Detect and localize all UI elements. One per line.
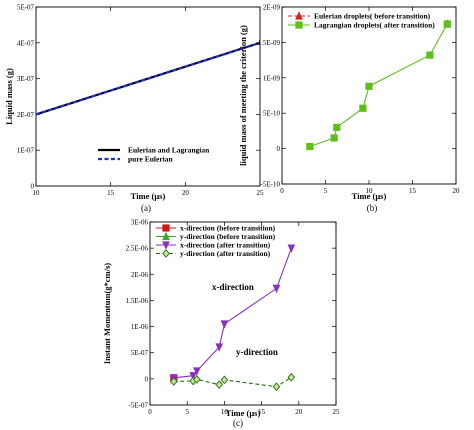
plot-frame xyxy=(35,6,261,187)
y-tick-label: -5E-10 xyxy=(261,181,281,189)
y-axis-label: Liquid mass (g) xyxy=(4,68,14,125)
annotation-0: x-direction xyxy=(212,282,254,292)
legend-marker-2 xyxy=(162,241,170,250)
legend-label-0: Eulerian and Lagrangian xyxy=(128,146,210,155)
data-point-series-2 xyxy=(287,244,296,253)
x-tick-label: 0 xyxy=(148,408,152,416)
y-tick-label: 5E-07 xyxy=(17,4,35,12)
panel-label: (b) xyxy=(367,203,378,213)
legend-label-1: pure Eulerian xyxy=(128,155,173,164)
x-tick-label: 20 xyxy=(182,189,190,197)
y-tick-label: 0 xyxy=(145,375,149,383)
annotation-1: y-direction xyxy=(236,347,278,357)
y-tick-label: 1.5E-06 xyxy=(126,297,149,305)
x-tick-label: 25 xyxy=(333,408,341,416)
data-point-series-3 xyxy=(193,374,201,384)
x-tick-label: 5 xyxy=(185,408,189,416)
x-tick-label: 15 xyxy=(107,189,115,197)
data-point-series-3 xyxy=(170,377,178,386)
chart-panel-c: 0 5 10 15 20 25-5E-0705E-071E-061.5E-062E-062… xyxy=(102,219,340,429)
y-tick-label: 0 xyxy=(31,183,35,191)
x-tick-label: 0 xyxy=(280,187,284,195)
x-tick-label: 20 xyxy=(453,187,461,195)
legend-label-0: Eulerian droplets( before transition) xyxy=(314,12,431,21)
data-point-series-1 xyxy=(330,134,338,142)
y-tick-label: 0 xyxy=(277,145,281,153)
x-tick-label: 10 xyxy=(366,187,374,195)
y-axis-label: Instant Momentum(g*cm/s) xyxy=(102,263,112,364)
x-tick-label: 5 xyxy=(324,187,328,195)
data-point-series-3 xyxy=(272,382,281,392)
legend-label-0: x-direction (before transition) xyxy=(180,224,276,233)
series-line-1 xyxy=(35,41,261,116)
data-point-series-1 xyxy=(426,51,434,59)
x-tick-label: 15 xyxy=(409,187,417,195)
x-tick-label: 15 xyxy=(258,408,266,416)
legend-marker-3 xyxy=(162,249,170,258)
data-point-series-3 xyxy=(220,375,229,385)
x-tick-label: 20 xyxy=(295,408,303,416)
legend-label-2: x-direction (after transition) xyxy=(180,241,271,250)
y-tick-label: 5E-10 xyxy=(263,110,281,118)
data-point-series-2 xyxy=(220,320,229,329)
data-point-series-1 xyxy=(306,142,314,151)
chart-panel-b: 0 5 10 15 20-5E-1005E-101E-091.5E-092E-09Tim… xyxy=(238,4,460,214)
data-point-series-2 xyxy=(189,372,197,381)
y-tick-label: 1E-07 xyxy=(17,147,35,155)
y-tick-label: 2E-09 xyxy=(263,4,281,12)
series-line-2 xyxy=(173,247,292,379)
y-tick-label: 2.5E-06 xyxy=(126,245,149,253)
panel-label: (c) xyxy=(233,418,243,428)
y-axis-label: liquid mass of meeting the criterion (g) xyxy=(238,25,248,166)
legend-label-1: Lagrangian droplets( after transition) xyxy=(314,21,435,30)
x-tick-label: 25 xyxy=(257,189,265,197)
legend-marker-0 xyxy=(162,224,170,232)
legend-marker-1 xyxy=(295,21,303,29)
y-tick-label: 3E-07 xyxy=(17,75,35,83)
y-tick-label: 3E-06 xyxy=(131,219,149,227)
data-point-series-2 xyxy=(272,284,281,294)
legend-label-1: y-direction (before transition) xyxy=(180,232,276,241)
data-point-series-1 xyxy=(443,20,451,28)
y-tick-label: -5E-07 xyxy=(129,402,149,410)
y-tick-label: 4E-07 xyxy=(17,39,35,47)
x-axis-label: Time (μs) xyxy=(226,408,261,418)
x-axis-label: Time (μs) xyxy=(352,191,387,201)
legend-marker-1 xyxy=(162,231,170,241)
y-tick-label: 1.5E-09 xyxy=(258,39,281,47)
data-point-series-3 xyxy=(215,380,223,389)
panel-label: (a) xyxy=(141,203,151,213)
y-tick-label: 1E-06 xyxy=(131,323,149,331)
data-point-series-1 xyxy=(359,104,367,112)
legend-label-3: y-direction (after transition) xyxy=(180,249,271,258)
y-tick-label: 5E-07 xyxy=(131,349,149,357)
y-tick-label: 1E-09 xyxy=(263,74,281,82)
data-point-series-2 xyxy=(215,343,224,352)
legend-marker-0 xyxy=(295,11,303,20)
x-tick-label: 10 xyxy=(33,189,41,197)
y-tick-label: 2E-07 xyxy=(17,111,35,119)
plot-frame xyxy=(149,221,337,406)
data-point-series-1 xyxy=(333,123,341,131)
chart-panel-a: 10 15 20 25 0 1E-07 2E-07 3E-07 4E-07 5E-07 Time (… xyxy=(4,4,264,214)
data-point-series-2 xyxy=(193,367,201,376)
series-line-1 xyxy=(309,23,448,147)
plot-frame xyxy=(281,6,457,185)
data-point-series-3 xyxy=(287,372,296,382)
data-point-series-1 xyxy=(365,82,373,90)
y-tick-label: 2E-06 xyxy=(131,271,149,279)
x-tick-label: 10 xyxy=(221,408,229,416)
x-axis-label: Time (μs) xyxy=(131,191,166,201)
